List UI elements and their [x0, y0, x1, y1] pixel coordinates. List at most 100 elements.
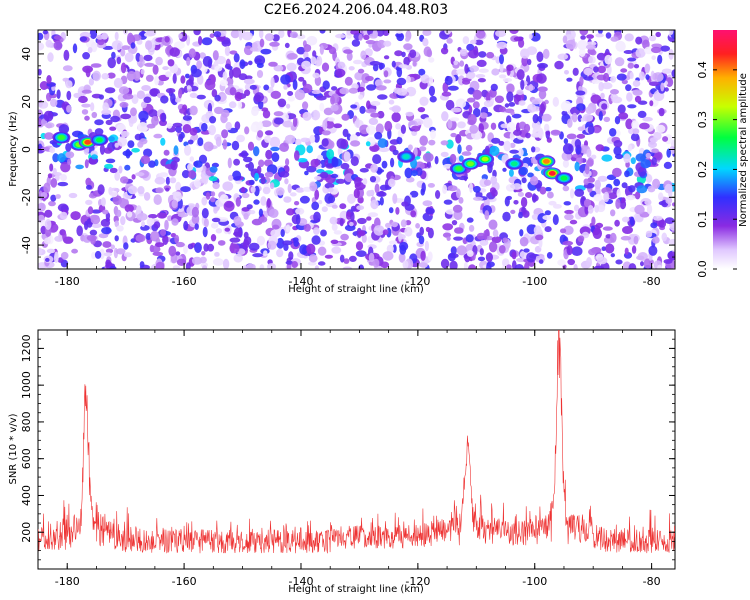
spectrogram-cell: [413, 147, 418, 158]
spectrogram-cell: [514, 264, 525, 269]
spectrogram-cell: [339, 203, 347, 210]
spectrogram-cell: [301, 60, 311, 70]
spectrogram-cell: [38, 247, 43, 256]
spectrogram-cell: [84, 115, 90, 121]
spectrogram-cell: [544, 226, 552, 233]
spectrogram-cell: [542, 215, 552, 221]
spectrogram-cell: [531, 213, 539, 221]
spectrogram-cell: [422, 30, 432, 36]
spectrogram-cell: [421, 182, 426, 193]
spectrogram-cell: [420, 74, 430, 84]
spectrogram-cell: [542, 48, 550, 60]
spectrogram-cell: [644, 63, 650, 74]
spectrogram-cell: [520, 197, 528, 208]
spectrogram-cell: [300, 137, 310, 143]
spectrogram-cell: [299, 244, 308, 255]
spectrogram-cell: [351, 39, 361, 47]
spectrogram-cell: [66, 105, 72, 113]
spectrogram-cell: [424, 240, 429, 252]
spectrogram-cell: [317, 154, 324, 160]
spectrogram-cell: [586, 257, 592, 268]
spectrogram-cell: [511, 251, 517, 260]
spectrogram-cell: [207, 102, 213, 114]
spectrogram-cell: [633, 63, 640, 69]
spectrogram-cell: [44, 122, 55, 129]
colorbar-gradient: [713, 30, 737, 269]
spectrogram-cell: [420, 250, 426, 261]
spectrogram-cell: [370, 101, 381, 106]
spectrogram-cell: [411, 125, 421, 132]
spectrogram-cell: [545, 187, 552, 192]
spectrogram-cell: [296, 34, 306, 40]
spectrogram-cell: [284, 178, 289, 185]
spectrogram-cell: [233, 227, 242, 238]
spectrogram-cell: [425, 207, 435, 215]
spectrogram-cell: [506, 195, 512, 201]
spectrogram-cell: [465, 144, 473, 152]
spectrogram-cell: [483, 230, 488, 241]
spectrogram-cell: [583, 198, 592, 208]
spectrogram-cell: [620, 68, 628, 73]
spectrogram-cell: [357, 86, 366, 92]
spectrogram-cell: [427, 251, 433, 262]
spectrogram-cell: [199, 52, 206, 59]
spectrogram-cell: [457, 121, 466, 129]
spectrogram-cell: [582, 113, 594, 122]
spectrogram-cell: [86, 234, 97, 242]
spectrogram-cell: [110, 244, 116, 250]
spectrogram-cell: [602, 226, 613, 231]
spectrogram-cell: [207, 243, 215, 252]
spectrogram-cell: [343, 258, 350, 264]
spectrogram-cell: [361, 233, 367, 243]
spectrogram-cell: [350, 211, 355, 223]
spectrogram-cell: [148, 214, 158, 219]
spectrogram-cell: [426, 49, 433, 58]
spectrogram-cell: [197, 137, 204, 147]
spectrogram-cell: [648, 245, 658, 256]
spectrogram-cell: [135, 234, 146, 243]
spectrogram-cell: [428, 57, 435, 63]
spectrogram-cell: [322, 119, 328, 131]
spectrogram-cell: [124, 52, 134, 63]
spectrogram-cell: [450, 107, 462, 113]
spectrogram-cell: [624, 33, 634, 42]
spectrogram-cell: [254, 92, 264, 103]
spectrogram-cell: [378, 62, 385, 70]
spectrogram-cell: [492, 229, 499, 238]
spectrogram-cell: [577, 235, 585, 243]
spectrogram-cell: [330, 173, 339, 179]
spectrogram-cell: [153, 194, 162, 205]
spectrogram-cell: [292, 237, 299, 243]
spectrogram-cell: [385, 222, 391, 228]
spectrogram-cell: [418, 68, 426, 76]
spectrogram-cell: [574, 204, 580, 212]
spectrogram-cell: [243, 45, 253, 56]
spectrogram-cell: [644, 199, 652, 206]
spectrogram-cell: [265, 149, 273, 160]
spectrogram-cell: [217, 240, 226, 246]
spectrogram-cell: [228, 174, 234, 181]
spectrogram-cell: [671, 69, 675, 78]
x-tick-label: -160: [172, 275, 197, 288]
spectrogram-cell: [210, 196, 216, 203]
spectrogram-cell: [120, 130, 130, 138]
spectrogram-cell: [369, 61, 381, 66]
spectrogram-cell: [154, 75, 160, 86]
spectrogram-cell: [40, 191, 48, 199]
spectrogram-cell: [65, 143, 72, 152]
spectrogram-cell: [160, 137, 166, 146]
spectrogram-cell: [243, 78, 255, 85]
spectrogram-cell: [594, 179, 601, 190]
spectrogram-panel: -180 -160 -140 -120 -100 -80 -40 -20 0 20 40 Heig…: [8, 29, 676, 295]
spectrogram-cell: [320, 229, 327, 237]
spectrogram-cell: [88, 78, 94, 86]
spectrogram-cell: [391, 112, 401, 123]
spectrogram-cell: [136, 205, 142, 215]
spectrogram-cell: [105, 259, 112, 268]
spectrogram-cell: [184, 145, 192, 156]
spectrogram-cell: [563, 138, 569, 145]
spectrogram-cell: [598, 110, 603, 121]
spectrogram-cell: [201, 251, 206, 256]
spectrogram-cell: [603, 72, 610, 82]
spectrogram-cell: [502, 237, 509, 243]
